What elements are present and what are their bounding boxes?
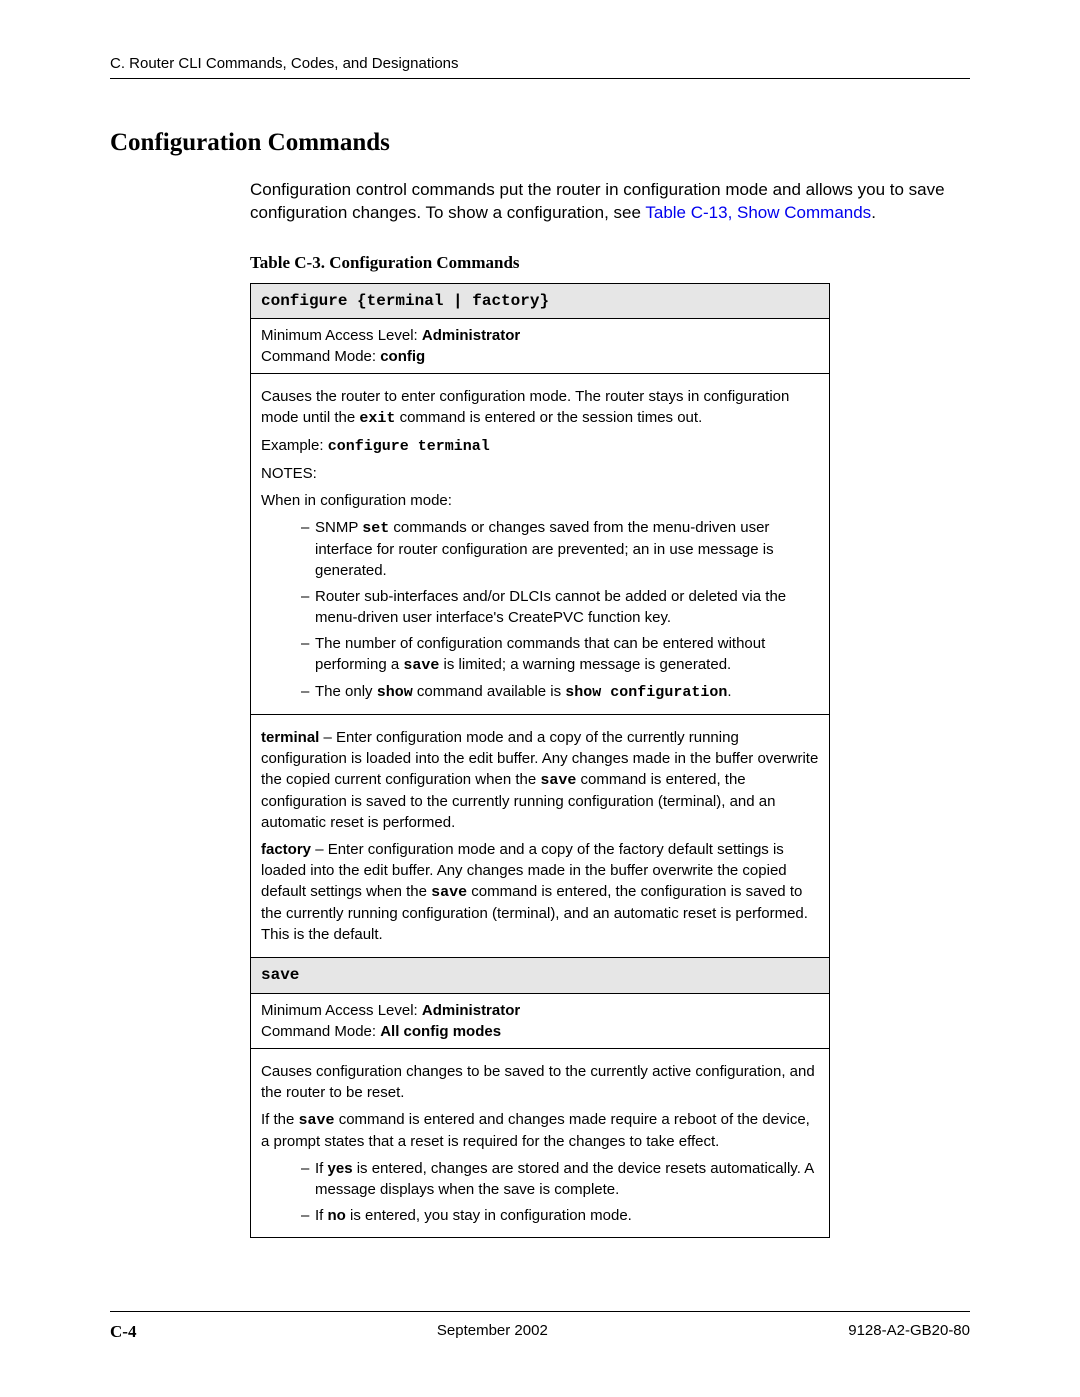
save-cmd: save <box>403 657 439 674</box>
notes-label: NOTES: <box>261 463 819 484</box>
min-access-label: Minimum Access Level: <box>261 327 422 344</box>
save-cmd: save <box>299 1112 335 1129</box>
li-text: is entered, you stay in configuration mo… <box>346 1207 632 1224</box>
no-label: no <box>328 1207 346 1224</box>
show-cmd: show <box>377 684 413 701</box>
save-command-header: save <box>251 958 830 993</box>
exit-cmd: exit <box>359 410 395 427</box>
page-footer: C-4 September 2002 9128-A2-GB20-80 <box>110 1303 970 1342</box>
li-text: command available is <box>413 683 566 700</box>
save-list: If yes is entered, changes are stored an… <box>261 1158 819 1226</box>
header-rule <box>110 78 970 79</box>
save-desc-p1: Causes configuration changes to be saved… <box>261 1061 819 1103</box>
li-text: If <box>315 1160 328 1177</box>
intro-period: . <box>871 203 876 222</box>
li-text: is entered, changes are stored and the d… <box>315 1160 813 1198</box>
cmd-mode-value: config <box>380 348 425 365</box>
configure-command-header: configure {terminal | factory} <box>251 283 830 318</box>
save-description-cell: Causes configuration changes to be saved… <box>251 1048 830 1237</box>
list-item: If no is entered, you stay in configurat… <box>301 1205 819 1226</box>
li-text: . <box>727 683 731 700</box>
section-title: Configuration Commands <box>110 129 970 157</box>
table-caption: Table C-3. Configuration Commands <box>250 253 970 273</box>
save-cmd: save <box>431 884 467 901</box>
footer-rule <box>110 1311 970 1312</box>
list-item: The only show command available is show … <box>301 681 819 703</box>
footer-doc-id: 9128-A2-GB20-80 <box>848 1322 970 1342</box>
config-commands-table: configure {terminal | factory} Minimum A… <box>250 283 830 1238</box>
set-cmd: set <box>362 520 389 537</box>
intro-paragraph: Configuration control commands put the r… <box>250 179 970 225</box>
li-text: The only <box>315 683 377 700</box>
notes-list: SNMP set commands or changes saved from … <box>261 517 819 703</box>
list-item: The number of configuration commands tha… <box>301 633 819 676</box>
li-text: If <box>315 1207 328 1224</box>
cmd-mode-label: Command Mode: <box>261 348 380 365</box>
yes-label: yes <box>328 1160 353 1177</box>
configure-access-cell: Minimum Access Level: Administrator Comm… <box>251 319 830 374</box>
li-text: SNMP <box>315 519 362 536</box>
save-cmd: save <box>540 772 576 789</box>
save-access-cell: Minimum Access Level: Administrator Comm… <box>251 993 830 1048</box>
page-header: C. Router CLI Commands, Codes, and Desig… <box>110 55 970 72</box>
list-item: SNMP set commands or changes saved from … <box>301 517 819 581</box>
example-cmd: configure terminal <box>328 438 490 455</box>
save-desc-p2a: If the <box>261 1111 299 1128</box>
when-text: When in configuration mode: <box>261 490 819 511</box>
factory-label: factory <box>261 841 311 858</box>
cmd-mode-value: All config modes <box>380 1023 501 1040</box>
terminal-label: terminal <box>261 729 319 746</box>
min-access-value: Administrator <box>422 1002 520 1019</box>
cmd-mode-label: Command Mode: <box>261 1023 380 1040</box>
list-item: If yes is entered, changes are stored an… <box>301 1158 819 1200</box>
show-commands-link[interactable]: Table C-13, Show Commands <box>645 203 871 222</box>
footer-page-num: C-4 <box>110 1322 136 1342</box>
configure-description-cell: Causes the router to enter configuration… <box>251 374 830 715</box>
min-access-label: Minimum Access Level: <box>261 1002 422 1019</box>
save-desc-p2b: command is entered and changes made requ… <box>261 1111 810 1150</box>
footer-date: September 2002 <box>437 1322 548 1342</box>
li-text: is limited; a warning message is generat… <box>439 656 731 673</box>
desc-text-b: command is entered or the session times … <box>395 409 702 426</box>
min-access-value: Administrator <box>422 327 520 344</box>
show-config-cmd: show configuration <box>565 684 727 701</box>
terminal-factory-cell: terminal – Enter configuration mode and … <box>251 715 830 958</box>
list-item: Router sub-interfaces and/or DLCIs canno… <box>301 586 819 628</box>
example-label: Example: <box>261 437 328 454</box>
